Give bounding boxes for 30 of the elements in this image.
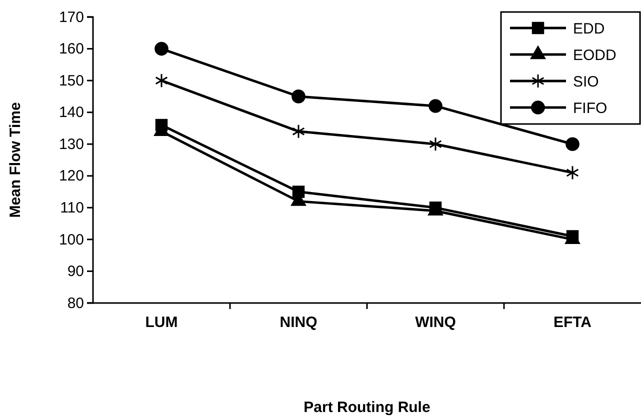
point	[292, 124, 305, 139]
legend-label: FIFO	[573, 100, 608, 117]
y-tick-label: 170	[58, 8, 84, 26]
x-tick-label: WINQ	[415, 314, 456, 331]
point	[428, 99, 442, 113]
x-tick-label: NINQ	[280, 314, 318, 331]
point	[429, 136, 442, 152]
point	[292, 90, 306, 104]
y-tick-label: 80	[67, 294, 84, 312]
x-tick-label: EFTA	[553, 314, 592, 331]
point	[155, 73, 168, 88]
y-tick-label: 100	[58, 231, 84, 248]
y-tick-label: 120	[58, 168, 84, 185]
point	[155, 118, 168, 132]
y-tick-label: 110	[60, 199, 84, 216]
point	[566, 165, 579, 180]
y-tick-label: 90	[67, 263, 84, 280]
point	[154, 42, 168, 56]
x-axis-title: Part Routing Rule	[304, 399, 430, 416]
point	[566, 137, 580, 152]
x-tick-label: LUM	[145, 314, 178, 331]
y-axis-title: Mean Flow Time	[7, 102, 24, 218]
legend-label: EODD	[573, 46, 617, 64]
y-tick-label: 140	[58, 104, 84, 122]
y-tick-label: 150	[58, 72, 84, 90]
y-tick-label: 160	[58, 40, 84, 58]
point	[292, 186, 305, 198]
y-tick-label: 130	[58, 136, 84, 153]
legend-label: EDD	[573, 20, 605, 38]
legend-label: SIO	[573, 73, 599, 90]
